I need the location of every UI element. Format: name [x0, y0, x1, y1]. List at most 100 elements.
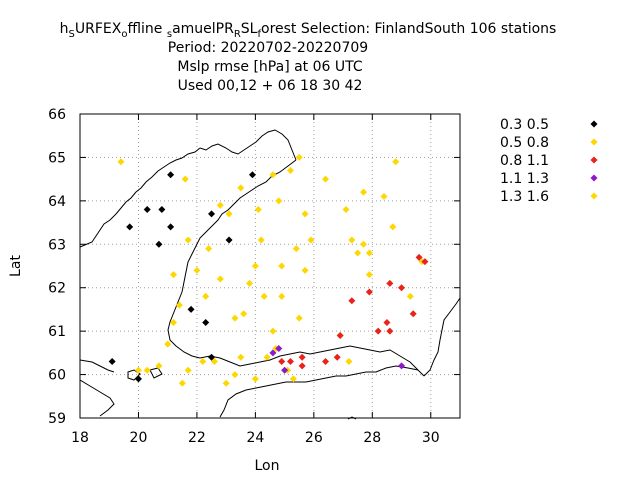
data-point — [246, 279, 254, 287]
data-points — [108, 153, 429, 387]
data-point — [225, 210, 233, 218]
data-point — [295, 153, 303, 161]
data-point — [374, 327, 382, 335]
legend-label: 0.8 1.1 — [500, 153, 549, 169]
title-segment: s — [167, 29, 172, 40]
data-point — [184, 366, 192, 374]
data-point — [275, 197, 283, 205]
data-point — [289, 375, 297, 383]
title-segment: ffline — [127, 21, 166, 37]
y-tick-label: 63 — [48, 237, 66, 253]
data-point — [237, 184, 245, 192]
data-point — [117, 158, 125, 166]
data-point — [222, 379, 230, 387]
data-point — [278, 262, 286, 270]
data-point — [205, 245, 213, 253]
data-point — [386, 327, 394, 335]
data-point — [292, 245, 300, 253]
data-point — [251, 262, 259, 270]
y-tick-label: 59 — [48, 411, 66, 427]
y-tick-label: 64 — [48, 194, 66, 210]
y-tick-label: 60 — [48, 368, 66, 384]
data-point — [248, 171, 256, 179]
data-point — [295, 314, 303, 322]
data-point — [278, 358, 286, 366]
data-point — [269, 171, 277, 179]
data-point — [336, 331, 344, 339]
title-line-2: Period: 20220702-20220709 — [168, 40, 368, 56]
data-point — [263, 353, 271, 361]
legend-label: 0.5 0.8 — [500, 135, 549, 151]
x-tick-label: 30 — [422, 430, 440, 446]
data-point — [108, 358, 116, 366]
data-point — [333, 353, 341, 361]
x-tick-label: 22 — [188, 430, 206, 446]
y-tick-label: 66 — [48, 107, 66, 123]
title-line-1: hSURFEXoffline samuelPRRSLforest Selecti… — [60, 21, 557, 40]
data-point — [202, 292, 210, 300]
data-point — [354, 249, 362, 257]
data-point — [210, 358, 218, 366]
data-point — [286, 166, 294, 174]
data-point — [415, 253, 423, 261]
data-point — [155, 240, 163, 248]
data-point — [178, 379, 186, 387]
data-point — [301, 266, 309, 274]
legend-label: 0.3 0.5 — [500, 117, 549, 133]
data-point — [389, 223, 397, 231]
data-point — [175, 301, 183, 309]
data-point — [240, 310, 248, 318]
data-point — [254, 206, 262, 214]
title-segment: R — [234, 29, 241, 40]
title-segment: S — [69, 29, 75, 40]
data-point — [348, 236, 356, 244]
legend-marker — [590, 138, 598, 146]
data-point — [398, 362, 406, 370]
data-point — [208, 210, 216, 218]
data-point — [275, 345, 283, 353]
data-point — [365, 271, 373, 279]
data-point — [181, 175, 189, 183]
legend-label: 1.3 1.6 — [500, 189, 549, 205]
x-axis-label: Lon — [255, 458, 280, 474]
data-point — [257, 236, 265, 244]
data-point — [281, 366, 289, 374]
plot-frame — [79, 113, 461, 419]
y-tick-label: 62 — [48, 281, 66, 297]
data-point — [278, 292, 286, 300]
title-line-4: Used 00,12 + 06 18 30 42 — [178, 78, 363, 94]
data-point — [360, 240, 368, 248]
data-point — [134, 375, 142, 383]
title-line-3: Mslp rmse [hPa] at 06 UTC — [177, 59, 363, 75]
data-point — [345, 358, 353, 366]
legend-label: 1.1 1.3 — [500, 171, 549, 187]
legend-marker — [590, 120, 598, 128]
data-point — [126, 223, 134, 231]
y-axis-label: Lat — [8, 255, 24, 277]
data-point — [216, 275, 224, 283]
data-point — [342, 206, 350, 214]
data-point — [365, 288, 373, 296]
x-tick-label: 28 — [363, 430, 381, 446]
data-point — [170, 318, 178, 326]
data-point — [167, 171, 175, 179]
data-point — [158, 206, 166, 214]
data-point — [251, 375, 259, 383]
data-point — [298, 362, 306, 370]
axis-ticks: 18 20 22 24 26 28 30 59 60 61 62 63 64 65 66 — [48, 107, 460, 446]
data-point — [216, 201, 224, 209]
title-segment: h — [60, 21, 69, 37]
data-point — [386, 279, 394, 287]
data-point — [298, 353, 306, 361]
data-point — [380, 193, 388, 201]
data-point — [307, 236, 315, 244]
data-point — [383, 318, 391, 326]
title-segment: o — [121, 29, 127, 40]
data-point — [269, 327, 277, 335]
data-point — [322, 175, 330, 183]
y-tick-label: 61 — [48, 324, 66, 340]
title-segment: URFEX — [75, 21, 122, 37]
data-point — [184, 236, 192, 244]
legend-marker — [590, 156, 598, 164]
